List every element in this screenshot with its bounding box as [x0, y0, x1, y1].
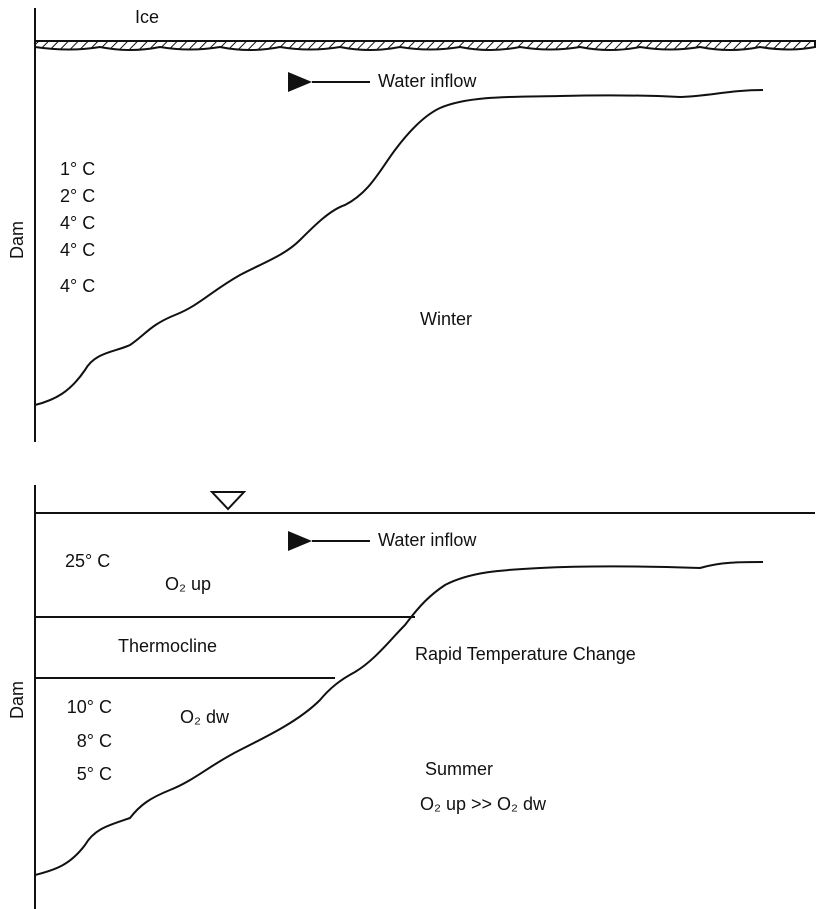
- dam-label: Dam: [7, 221, 27, 259]
- temperature: 8° C: [77, 731, 112, 751]
- upper-oxygen: O₂ up: [165, 574, 211, 594]
- surface-temperature: 25° C: [65, 551, 110, 571]
- inflow-label: Water inflow: [378, 530, 477, 550]
- temperature: 4° C: [60, 213, 95, 233]
- temperature: 2° C: [60, 186, 95, 206]
- temperature: 1° C: [60, 159, 95, 179]
- riverbed: [34, 561, 764, 876]
- winter-panel: Ice Water inflow Dam 1° C 2° C 4° C 4° C…: [7, 7, 816, 442]
- thermocline-label: Thermocline: [118, 636, 217, 656]
- riverbed: [34, 89, 764, 406]
- inflow-label: Water inflow: [378, 71, 477, 91]
- oxygen-relation: O₂ up >> O₂ dw: [420, 794, 547, 814]
- transition-label: Rapid Temperature Change: [415, 644, 636, 664]
- dam-label: Dam: [7, 681, 27, 719]
- season-label: Summer: [425, 759, 493, 779]
- season-label: Winter: [420, 309, 472, 329]
- temperature: 5° C: [77, 764, 112, 784]
- water-level-symbol: [209, 491, 247, 511]
- summer-panel: Water inflow 25° C O₂ up Thermocline Rap…: [7, 485, 815, 909]
- temperature: 4° C: [60, 276, 95, 296]
- ice-layer: [34, 40, 816, 51]
- temperature: 4° C: [60, 240, 95, 260]
- ice-label: Ice: [135, 7, 159, 27]
- lower-oxygen: O₂ dw: [180, 707, 230, 727]
- temperature: 10° C: [67, 697, 112, 717]
